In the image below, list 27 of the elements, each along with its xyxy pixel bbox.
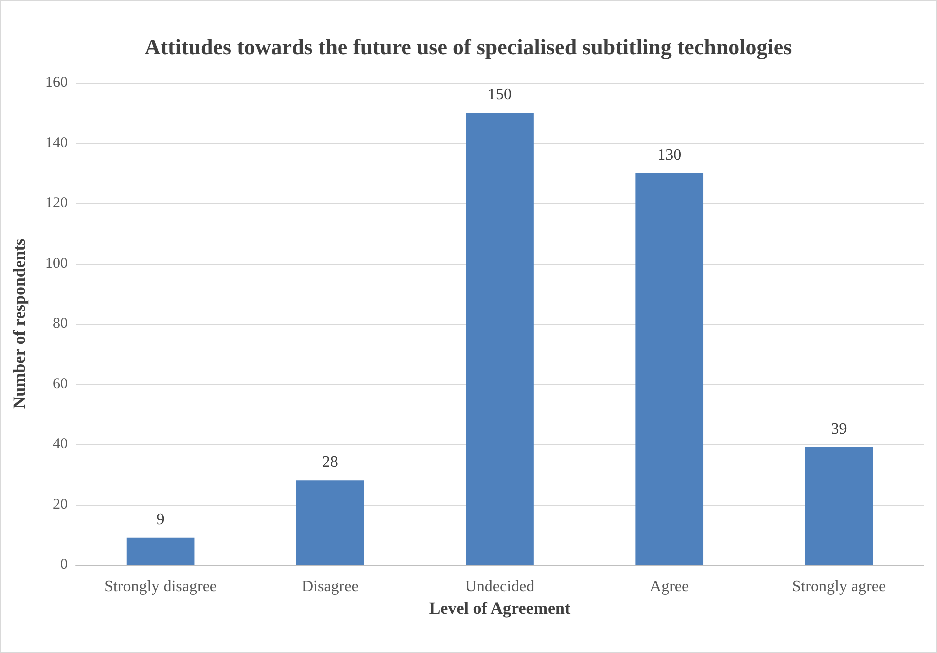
data-label: 28 <box>322 454 338 472</box>
data-label: 130 <box>658 146 682 164</box>
bar <box>466 113 534 565</box>
x-tick-label: Undecided <box>465 578 535 596</box>
y-tick-label: 0 <box>60 557 68 573</box>
y-tick-label: 20 <box>53 496 68 513</box>
data-label: 39 <box>831 421 848 438</box>
bar <box>636 173 704 565</box>
y-tick-label: 80 <box>53 316 68 332</box>
y-tick-label: 100 <box>46 256 68 272</box>
x-axis-title: Level of Agreement <box>429 598 571 618</box>
x-tick-label: Strongly agree <box>792 578 886 596</box>
data-label: 150 <box>488 86 512 104</box>
y-tick-label: 160 <box>46 75 68 91</box>
bar <box>805 448 874 565</box>
x-tick-label: Strongly disagree <box>104 578 218 596</box>
chart-title: Attitudes towards the future use of specialised subtitling technologies <box>144 34 793 60</box>
y-tick-label: 60 <box>53 376 68 392</box>
x-tick-label: Agree <box>650 578 690 596</box>
data-label: 9 <box>156 511 165 528</box>
y-tick-label: 140 <box>46 135 68 152</box>
x-tick-label: Disagree <box>302 578 359 596</box>
bar <box>296 480 364 565</box>
bar <box>126 538 195 565</box>
y-tick-label: 40 <box>53 436 68 452</box>
y-tick-label: 120 <box>46 196 68 212</box>
y-axis-title: Number of respondents <box>10 238 29 410</box>
